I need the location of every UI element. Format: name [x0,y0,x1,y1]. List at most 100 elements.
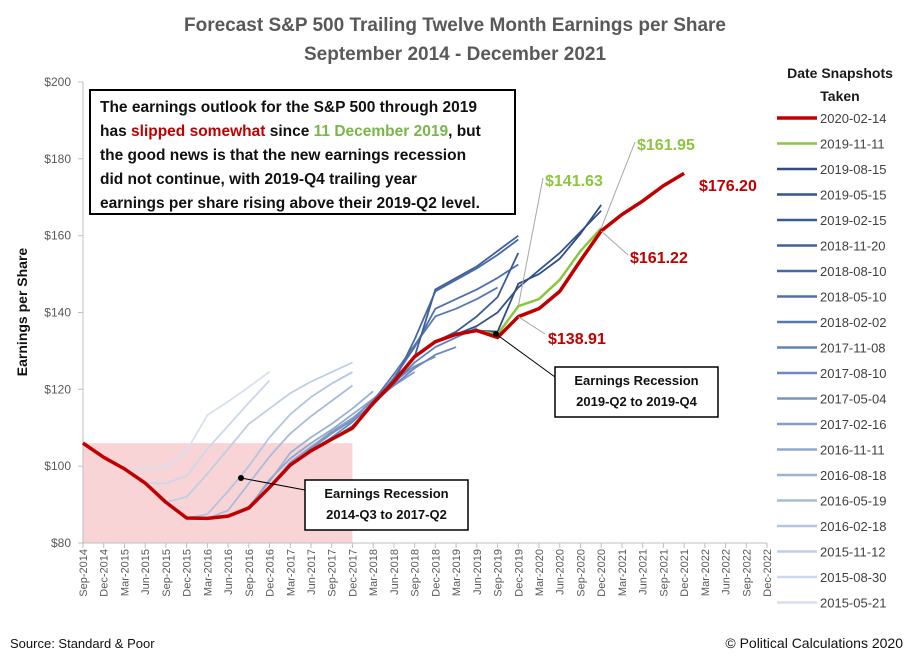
legend-label: 2018-02-02 [820,315,887,330]
legend-label: 2018-08-10 [820,264,887,279]
label-leader [517,177,544,307]
x-tick-label: Jun-2016 [223,549,235,595]
legend-title: Date Snapshots Taken [787,65,893,104]
legend-label: 2016-08-18 [820,468,887,483]
callout-text: Earnings Recession [324,486,448,501]
legend-label: 2019-05-15 [820,188,887,203]
note-text: The earnings outlook for the S&P 500 thr… [100,99,477,116]
x-tick-label: Mar-2017 [285,549,297,596]
note-text: since [265,123,313,140]
note-line: did not continue, with 2019-Q4 trailing … [100,171,417,188]
legend-label: 2016-11-11 [820,443,885,458]
x-tick-label: Dec-2014 [99,549,111,597]
callout-text: 2019-Q2 to 2019-Q4 [576,394,697,409]
y-tick-label: $180 [44,152,71,166]
x-tick-label: Mar-2020 [534,549,546,596]
callout-leader [240,477,306,491]
callout-text: Earnings Recession [574,373,698,388]
y-tick-label: $120 [44,382,71,396]
x-tick-label: Dec-2016 [265,549,277,597]
x-tick-label: Mar-2015 [119,549,131,596]
x-tick-label: Sep-2018 [410,549,422,597]
source: Source: Standard & Poor [10,636,155,651]
y-tick-label: $140 [44,306,71,320]
x-tick-label: Jun-2017 [306,549,318,595]
x-tick-label: Mar-2019 [451,549,463,596]
legend-label: 2016-02-18 [820,519,887,534]
x-tick-label: Jun-2018 [389,549,401,595]
legend-title-part: Date Snapshots [787,65,893,81]
x-tick-label: Sep-2020 [575,549,587,597]
callout-dot [238,475,244,481]
note-text: has [100,123,131,140]
chart-subtitle: September 2014 - December 2021 [304,44,606,65]
x-tick-label: Sep-2021 [658,549,670,597]
x-tick-label: Jun-2021 [638,549,650,595]
x-tick-label: Mar-2016 [202,549,214,596]
plot-area: $80 $100 $120 $140 $160 $180 $200 Sep-2014 Dec-2… [44,75,774,597]
label-leader [600,230,629,256]
x-tick-label: Sep-2017 [327,549,339,597]
x-tick-label: Sep-2014 [78,549,90,597]
value-label: $138.91 [548,331,606,348]
x-tick-label: Dec-2015 [182,549,194,597]
legend-label: 2017-08-10 [820,366,887,381]
series-line [82,171,685,521]
legend-label: 2020-02-14 [820,111,887,126]
value-label: $161.22 [630,250,688,267]
x-tick-label: Mar-2022 [700,549,712,596]
x-tick-label: Mar-2018 [368,549,380,596]
x-tick-label: Dec-2022 [762,549,774,597]
callout-leader [495,333,556,378]
legend-label: 2017-11-08 [820,341,886,356]
note-line: earnings per share rising above their 20… [100,195,480,212]
note-text: , but [448,123,481,140]
note-line: The earnings outlook for the S&P 500 thr… [100,99,477,116]
label-leader [518,316,546,335]
note: The earnings outlook for the S&P 500 thr… [100,99,481,212]
legend-title-part: Taken [820,88,859,104]
value-label: $141.63 [545,173,603,190]
x-tick-label: Sep-2015 [161,549,173,597]
note-text: earnings per share rising above their 20… [100,195,480,212]
y-tick-label: $80 [51,536,71,550]
x-tick-label: Sep-2022 [741,549,753,597]
legend-label: 2017-05-04 [820,392,887,407]
note-text: the good news is that the new earnings r… [100,147,466,164]
y-axis-title: Earnings per Share [14,248,30,377]
legend-label: 2019-08-15 [820,162,887,177]
x-tick-label: Jun-2015 [140,549,152,595]
note-line: the good news is that the new earnings r… [100,147,466,164]
y-tick-label: $200 [44,75,71,89]
label-leader [600,141,636,229]
value-label: $161.95 [637,137,695,154]
callout-box [554,366,719,418]
x-tick-label: Sep-2019 [493,549,505,597]
callouts: Earnings Recession 2014-Q3 to 2017-Q2 Earn… [324,373,698,522]
x-tick-label: Dec-2020 [596,549,608,597]
value-label: $176.20 [699,178,757,195]
x-tick-label: Dec-2021 [679,549,691,597]
legend-label: 2015-05-21 [820,596,887,611]
legend-label: 2018-11-20 [820,239,886,254]
credit: © Political Calculations 2020 [725,635,903,651]
legend-label: 2016-05-19 [820,494,887,509]
x-tick-label: Mar-2021 [617,549,629,596]
note-line: has slipped somewhat since 11 December 2… [100,123,481,140]
legend-label: 2015-08-30 [820,570,887,585]
legend: Date Snapshots Taken 2020-02-14 2019-11-11 2… [777,65,893,611]
x-tick-label: Dec-2017 [347,549,359,597]
callout-text: 2014-Q3 to 2017-Q2 [326,507,447,522]
legend-label: 2018-05-10 [820,290,887,305]
callout-dot [493,331,499,337]
legend-label: 2015-11-12 [820,545,886,560]
y-tick-label: $160 [44,229,71,243]
x-tick-label: Dec-2019 [513,549,525,597]
note-box [89,89,516,215]
x-tick-label: Jun-2022 [721,549,733,595]
callout-box [304,479,469,531]
x-tick-label: Sep-2016 [244,549,256,597]
chart-title: Forecast S&P 500 Trailing Twelve Month E… [184,15,726,36]
legend-label: 2019-11-11 [820,137,885,152]
